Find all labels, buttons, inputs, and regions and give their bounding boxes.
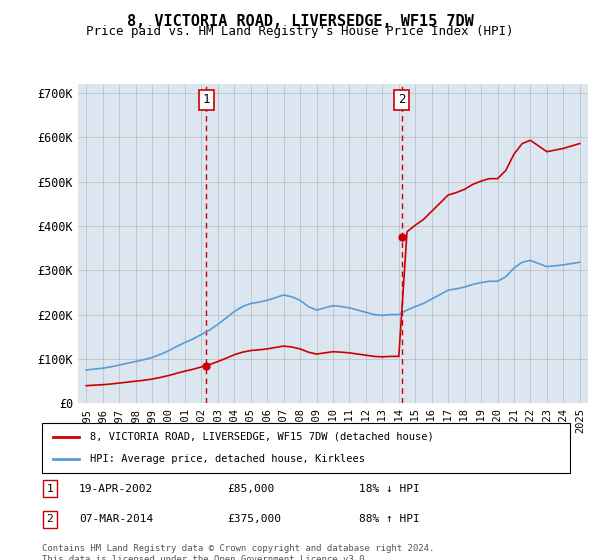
Text: 19-APR-2002: 19-APR-2002 bbox=[79, 484, 153, 493]
Text: HPI: Average price, detached house, Kirklees: HPI: Average price, detached house, Kirk… bbox=[89, 454, 365, 464]
Text: 8, VICTORIA ROAD, LIVERSEDGE, WF15 7DW: 8, VICTORIA ROAD, LIVERSEDGE, WF15 7DW bbox=[127, 14, 473, 29]
Text: £85,000: £85,000 bbox=[227, 484, 274, 493]
Text: 8, VICTORIA ROAD, LIVERSEDGE, WF15 7DW (detached house): 8, VICTORIA ROAD, LIVERSEDGE, WF15 7DW (… bbox=[89, 432, 433, 442]
Text: Contains HM Land Registry data © Crown copyright and database right 2024.
This d: Contains HM Land Registry data © Crown c… bbox=[42, 544, 434, 560]
Text: £375,000: £375,000 bbox=[227, 515, 281, 524]
Text: 18% ↓ HPI: 18% ↓ HPI bbox=[359, 484, 419, 493]
Text: 1: 1 bbox=[47, 484, 53, 493]
Text: 07-MAR-2014: 07-MAR-2014 bbox=[79, 515, 153, 524]
Text: 2: 2 bbox=[398, 94, 406, 106]
Text: 88% ↑ HPI: 88% ↑ HPI bbox=[359, 515, 419, 524]
Text: 2: 2 bbox=[47, 515, 53, 524]
Text: Price paid vs. HM Land Registry's House Price Index (HPI): Price paid vs. HM Land Registry's House … bbox=[86, 25, 514, 38]
FancyBboxPatch shape bbox=[42, 423, 570, 473]
Text: 1: 1 bbox=[203, 94, 210, 106]
